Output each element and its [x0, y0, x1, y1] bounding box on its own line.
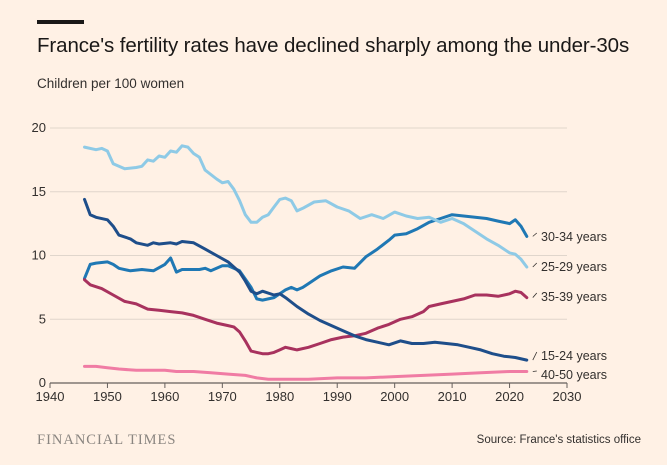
x-tick-label: 2030 — [553, 389, 582, 404]
series-line-30-34-years — [83, 213, 529, 302]
top-rule — [37, 20, 84, 24]
label-leader — [532, 292, 538, 298]
label-leader — [532, 351, 538, 361]
label-leader — [532, 370, 537, 372]
y-tick-label: 20 — [32, 120, 46, 135]
x-tick-label: 2010 — [438, 389, 467, 404]
chart-subtitle: Children per 100 women — [37, 76, 185, 91]
series-label: 25-29 years — [541, 260, 607, 274]
series-label: 30-34 years — [541, 230, 607, 244]
series-label: 40-50 years — [541, 368, 607, 382]
series-line-25-29-years — [83, 144, 529, 269]
x-tick-label: 1940 — [36, 389, 65, 404]
series-line-15-24-years — [83, 197, 529, 362]
label-leader — [532, 262, 538, 268]
ft-logo: FINANCIAL TIMES — [37, 432, 177, 448]
x-tick-label: 1970 — [208, 389, 237, 404]
chart-title: France's fertility rates have declined s… — [37, 34, 630, 57]
series-label: 15-24 years — [541, 349, 607, 363]
x-tick-label: 1980 — [265, 389, 294, 404]
y-tick-label: 0 — [39, 375, 46, 390]
label-leader — [532, 232, 538, 237]
series-line-35-39-years — [83, 278, 529, 356]
y-tick-label: 15 — [32, 184, 46, 199]
y-tick-label: 10 — [32, 248, 46, 263]
y-tick-label: 5 — [39, 311, 46, 326]
x-tick-label: 2020 — [495, 389, 524, 404]
source-note: Source: France's statistics office — [476, 434, 641, 446]
series-line-40-50-years — [83, 364, 529, 381]
x-tick-label: 1950 — [93, 389, 122, 404]
x-tick-label: 1990 — [323, 389, 352, 404]
series-label: 35-39 years — [541, 290, 607, 304]
x-tick-label: 2000 — [380, 389, 409, 404]
x-tick-label: 1960 — [150, 389, 179, 404]
